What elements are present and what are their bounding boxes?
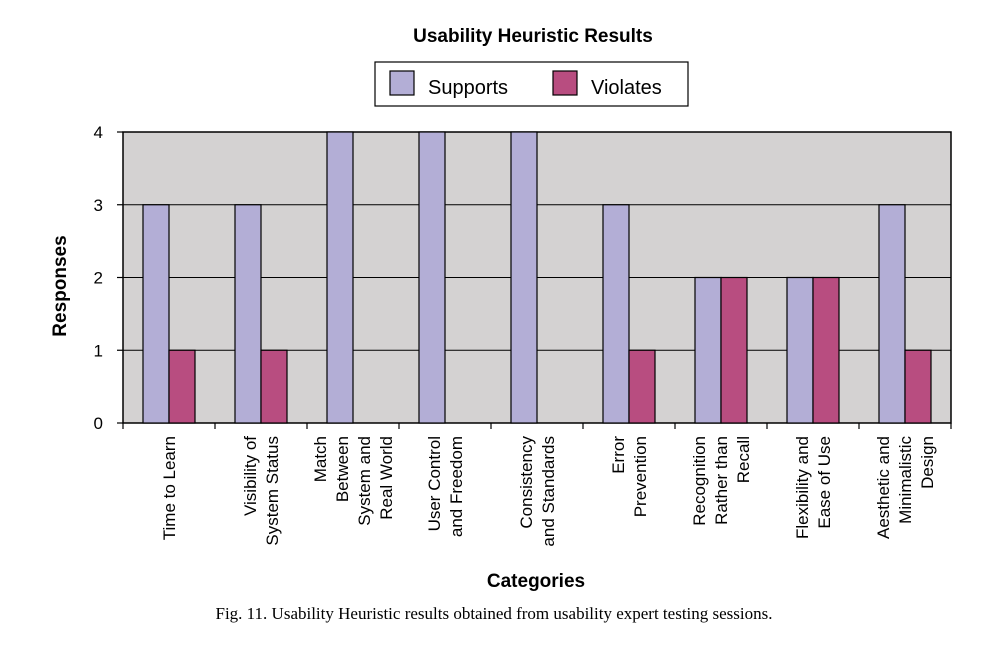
legend: Supports Violates xyxy=(374,61,689,107)
bar-chart: Usability Heuristic Results Supports Viol… xyxy=(50,26,952,592)
x-tick-label-line: Consistency xyxy=(517,436,536,529)
x-tick-label: Recognition Rather than Recall xyxy=(690,436,753,526)
x-tick-label: Match Between System and Real World xyxy=(311,436,396,526)
x-tick-label-line: Flexibility and xyxy=(793,436,812,539)
axes xyxy=(117,131,952,429)
bar-supports xyxy=(694,276,722,424)
x-tick-labels: Time to Learn Visibility of System Status M… xyxy=(160,436,937,547)
x-axis-label: Categories xyxy=(487,571,585,592)
y-tick-label: 4 xyxy=(94,123,103,142)
legend-label-violates: Violates xyxy=(591,77,662,99)
x-tick-label-line: User Control xyxy=(425,436,444,531)
y-axis-label: Responses xyxy=(50,235,71,336)
x-tick-label: Aesthetic and Minimalistic Design xyxy=(874,436,937,540)
bars xyxy=(142,131,932,424)
legend-swatch-supports xyxy=(389,70,415,96)
x-tick-label-line: Aesthetic and xyxy=(874,436,893,539)
bar-supports xyxy=(326,131,354,424)
x-tick-label-line: Minimalistic xyxy=(896,436,915,524)
x-tick-label-line: and Freedom xyxy=(447,436,466,537)
legend-label-supports: Supports xyxy=(428,77,508,99)
svg-text:Time to Learn: Time to Learn xyxy=(160,436,179,540)
bar-supports xyxy=(602,204,630,424)
bar-supports xyxy=(786,276,814,424)
bar-violates xyxy=(720,276,748,424)
chart-title: Usability Heuristic Results xyxy=(413,26,653,47)
x-tick-label-line: Time to Learn xyxy=(160,436,179,540)
x-tick-label: Consistency and Standards xyxy=(517,436,558,547)
figure-caption: Fig. 11. Usability Heuristic results obt… xyxy=(215,604,773,623)
x-tick-label: Error Prevention xyxy=(609,436,650,518)
x-tick-label-line: Design xyxy=(918,436,937,489)
bar-supports xyxy=(418,131,446,424)
bar-supports xyxy=(142,204,170,424)
bar-violates xyxy=(904,349,932,424)
y-tick-label: 2 xyxy=(94,269,103,288)
y-tick-label: 3 xyxy=(94,196,103,215)
y-tick-labels: 0 1 2 3 4 xyxy=(94,123,103,433)
bar-violates xyxy=(168,349,196,424)
x-tick-label: User Control and Freedom xyxy=(425,436,466,537)
x-tick-label: Time to Learn xyxy=(160,436,179,540)
bar-supports xyxy=(878,204,906,424)
x-tick-label-line: Recall xyxy=(734,436,753,483)
bar-violates xyxy=(628,349,656,424)
bar-violates xyxy=(812,276,840,424)
x-tick-label-line: Recognition xyxy=(690,436,709,526)
legend-box xyxy=(374,61,689,107)
x-tick-label-line: System and xyxy=(355,436,374,526)
x-tick-label-line: and Standards xyxy=(539,436,558,547)
x-tick-label-line: System Status xyxy=(263,436,282,546)
bar-supports xyxy=(234,204,262,424)
x-tick-label: Flexibility and Ease of Use xyxy=(793,436,834,539)
bar-supports xyxy=(510,131,538,424)
x-tick-label: Visibility of System Status xyxy=(241,436,282,546)
y-tick-label: 0 xyxy=(94,414,103,433)
x-tick-label-line: Visibility of xyxy=(241,436,260,516)
x-tick-label-line: Real World xyxy=(377,436,396,520)
bar-violates xyxy=(260,349,288,424)
x-tick-label-line: Error xyxy=(609,436,628,474)
x-tick-label-line: Match xyxy=(311,436,330,482)
x-tick-label-line: Rather than xyxy=(712,436,731,525)
x-tick-label-line: Prevention xyxy=(631,436,650,517)
legend-swatch-violates xyxy=(552,70,578,96)
x-tick-label-line: Between xyxy=(333,436,352,502)
y-tick-label: 1 xyxy=(94,341,103,360)
x-tick-label-line: Ease of Use xyxy=(815,436,834,529)
